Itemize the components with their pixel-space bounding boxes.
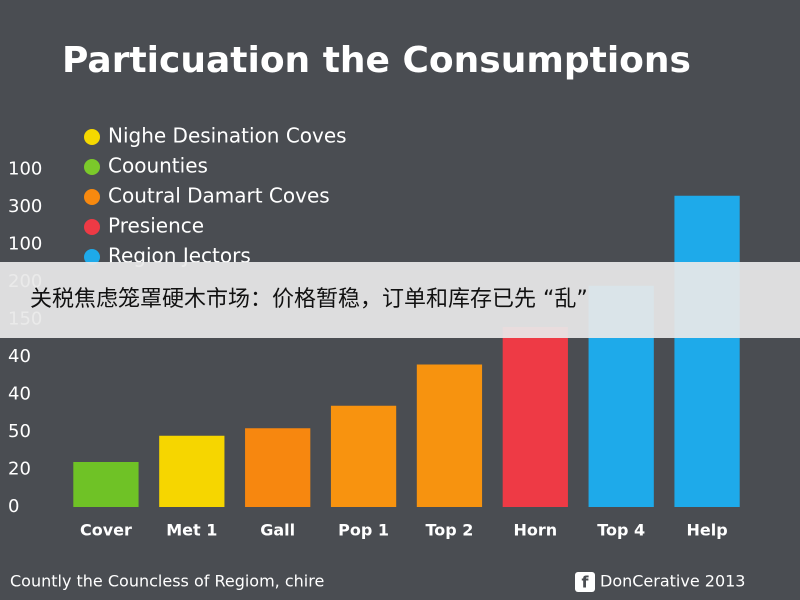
y-tick-label: 40 bbox=[8, 384, 31, 405]
x-tick-label: Horn bbox=[513, 521, 557, 540]
legend-label: Presience bbox=[108, 214, 204, 238]
legend-label: Nighe Desination Coves bbox=[108, 124, 347, 148]
legend-swatch bbox=[84, 159, 100, 175]
x-tick-label: Top 4 bbox=[597, 521, 645, 540]
chart-title: Particuation the Consumptions bbox=[62, 40, 691, 81]
legend-label: Coutral Damart Coves bbox=[108, 184, 330, 208]
legend-swatch bbox=[84, 129, 100, 145]
bar bbox=[502, 327, 568, 507]
legend-label: Coounties bbox=[108, 154, 208, 178]
bar bbox=[416, 364, 483, 507]
bar bbox=[159, 435, 225, 507]
x-tick-label: Met 1 bbox=[166, 521, 217, 540]
bar bbox=[73, 462, 139, 507]
plot-area: Nighe Desination Coves Coounties Coutral D… bbox=[8, 124, 740, 540]
source-note: Countly the Councless of Regiom, chire bbox=[10, 572, 324, 591]
bar bbox=[245, 428, 311, 507]
x-tick-label: Gall bbox=[260, 521, 295, 540]
y-tick-label: 40 bbox=[8, 346, 31, 367]
bar bbox=[674, 195, 740, 507]
legend-swatch bbox=[84, 219, 100, 235]
banner-background bbox=[0, 262, 800, 338]
x-tick-label: Cover bbox=[80, 521, 132, 540]
y-tick-label: 50 bbox=[8, 421, 31, 442]
banner-text: 关税焦虑笼罩硬木市场：价格暂稳，订单和库存已先 “乱” bbox=[30, 287, 588, 312]
facebook-icon bbox=[575, 572, 595, 592]
bar bbox=[330, 405, 397, 507]
facebook-icon-glyph: f bbox=[582, 573, 590, 592]
legend-swatch bbox=[84, 249, 100, 265]
y-tick-label: 100 bbox=[8, 159, 42, 180]
y-tick-label: 20 bbox=[8, 459, 31, 480]
x-tick-label: Help bbox=[686, 521, 727, 540]
x-tick-label: Pop 1 bbox=[338, 521, 389, 540]
y-tick-label: 100 bbox=[8, 234, 42, 255]
y-tick-label: 0 bbox=[8, 496, 19, 517]
credit: DonCerative 2013 bbox=[600, 572, 745, 591]
y-tick-label: 300 bbox=[8, 196, 42, 217]
legend-swatch bbox=[84, 189, 100, 205]
x-tick-label: Top 2 bbox=[425, 521, 473, 540]
